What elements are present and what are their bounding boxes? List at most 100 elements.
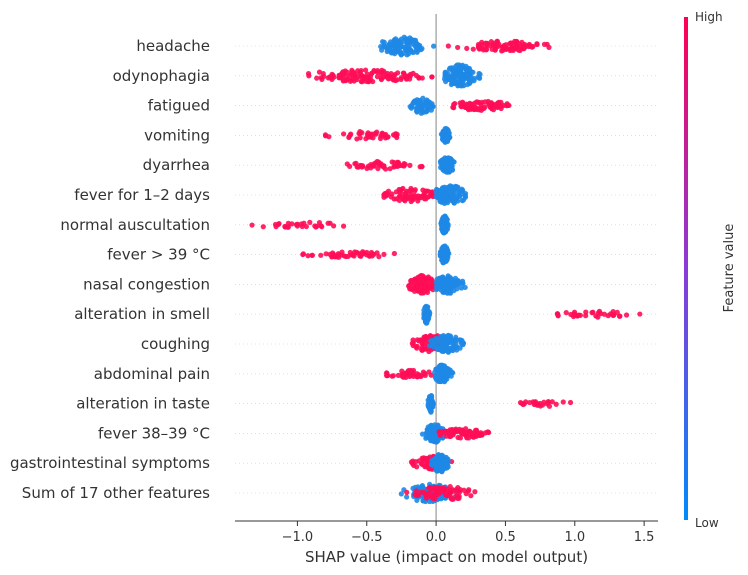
shap-point <box>447 275 453 281</box>
shap-point <box>593 313 599 319</box>
shap-point <box>445 339 451 345</box>
shap-point <box>399 368 405 374</box>
shap-point <box>423 188 430 194</box>
feature-label: fever 38–39 °C <box>98 424 210 442</box>
shap-point <box>433 374 439 380</box>
shap-point <box>348 131 354 137</box>
shap-point <box>340 223 347 229</box>
feature-label: coughing <box>141 335 210 353</box>
shap-point <box>327 251 333 257</box>
shap-point <box>364 249 370 256</box>
shap-point <box>448 373 454 379</box>
shap-point <box>364 165 370 172</box>
shap-point <box>563 310 569 316</box>
shap-point <box>444 74 450 80</box>
shap-point <box>534 41 540 47</box>
shap-point <box>429 493 435 499</box>
shap-point <box>637 311 643 317</box>
shap-point <box>404 494 410 500</box>
shap-point <box>423 109 429 115</box>
shap-point <box>445 43 451 49</box>
shap-point <box>369 251 375 257</box>
shap-point <box>454 72 460 79</box>
shap-point <box>353 160 359 166</box>
shap-point <box>534 402 541 408</box>
shap-point <box>472 489 478 495</box>
shap-point <box>464 81 470 88</box>
shap-point <box>357 69 363 75</box>
shap-point <box>419 277 425 283</box>
shap-point <box>445 184 451 190</box>
shap-point <box>451 200 457 206</box>
shap-point <box>421 455 427 461</box>
feature-label: dyarrhea <box>143 156 210 174</box>
shap-point <box>416 74 422 80</box>
shap-point <box>494 42 500 49</box>
shap-point <box>440 160 446 167</box>
shap-point <box>428 333 434 340</box>
shap-point <box>359 164 365 170</box>
shap-point <box>442 137 448 143</box>
shap-point <box>414 374 420 380</box>
shap-point <box>343 77 349 83</box>
shap-point <box>424 426 430 433</box>
shap-point <box>418 107 425 113</box>
shap-point <box>393 132 400 139</box>
shap-point <box>323 251 329 257</box>
feature-label: abdominal pain <box>94 365 210 383</box>
shap-point <box>422 336 428 342</box>
shap-point <box>366 78 372 85</box>
shap-point <box>447 156 453 162</box>
shap-point <box>453 426 459 432</box>
shap-point <box>414 492 420 499</box>
shap-point <box>413 488 420 494</box>
shap-point <box>479 39 485 45</box>
shap-point <box>560 399 566 405</box>
shap-point <box>410 367 417 374</box>
shap-point <box>413 42 419 48</box>
shap-point <box>549 399 555 405</box>
shap-point <box>416 193 422 200</box>
shap-point <box>463 72 469 78</box>
shap-point <box>345 253 351 259</box>
shap-point <box>441 168 447 174</box>
shap-point <box>381 163 387 169</box>
shap-point <box>436 194 442 200</box>
shap-point <box>443 251 449 257</box>
shap-point <box>385 372 391 379</box>
shap-point <box>325 220 331 226</box>
shap-point <box>496 99 502 106</box>
shap-point <box>370 78 376 85</box>
shap-point <box>293 221 300 228</box>
shap-point <box>388 39 394 45</box>
shap-point <box>417 164 423 170</box>
shap-point <box>300 251 306 257</box>
shap-point <box>437 365 443 372</box>
shap-point <box>485 429 491 435</box>
shap-point <box>451 101 457 108</box>
shap-point <box>431 438 437 444</box>
shap-point <box>500 44 506 50</box>
shap-point <box>446 335 453 341</box>
shap-point <box>437 378 443 385</box>
shap-point <box>381 194 387 200</box>
shap-point <box>359 250 365 256</box>
shap-point <box>429 342 435 349</box>
shap-point <box>427 423 433 429</box>
shap-point <box>508 40 514 46</box>
shap-point <box>425 316 432 322</box>
shap-point <box>414 343 420 350</box>
shap-point <box>468 493 474 499</box>
shap-point <box>460 340 466 346</box>
shap-point <box>414 464 420 470</box>
shap-point <box>455 281 461 288</box>
shap-point <box>449 184 455 190</box>
shap-point <box>409 104 415 110</box>
shap-point <box>482 99 488 105</box>
shap-point <box>432 431 438 438</box>
shap-point <box>344 161 350 167</box>
shap-point <box>403 73 409 79</box>
shap-point <box>397 49 404 55</box>
shap-point <box>298 221 305 227</box>
shap-point <box>457 337 463 343</box>
